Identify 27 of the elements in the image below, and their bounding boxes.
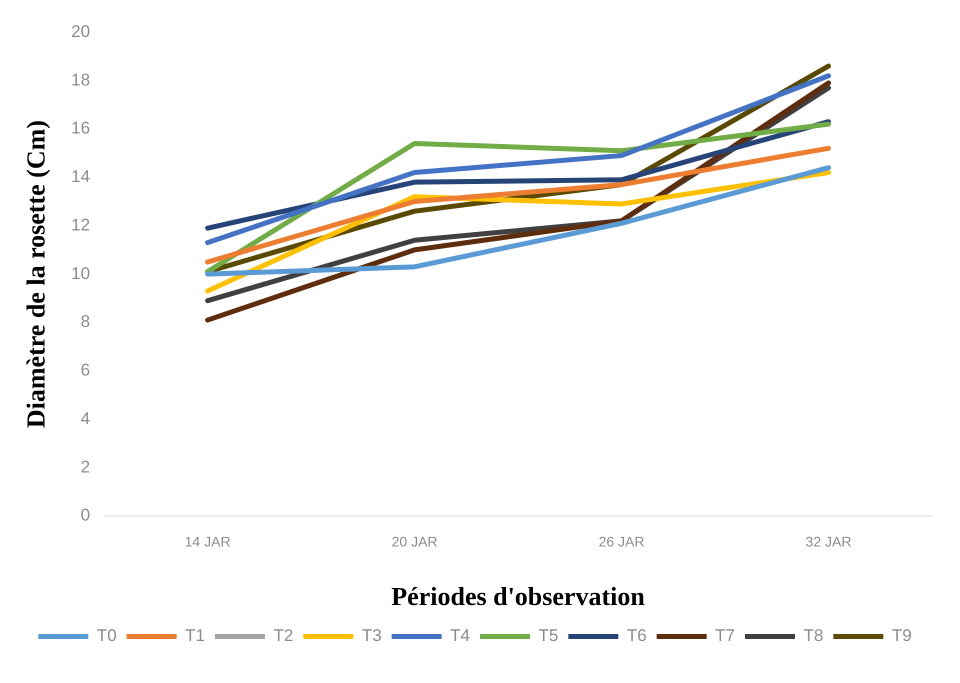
x-tick-label: 32 JAR	[806, 533, 852, 550]
y-tick-label: 14	[71, 167, 90, 186]
x-tick-label: 26 JAR	[598, 533, 644, 550]
x-tick-label: 14 JAR	[184, 533, 231, 550]
x-axis-title: Périodes d'observation	[391, 582, 646, 612]
y-tick-label: 20	[71, 22, 90, 41]
y-tick-label: 4	[80, 408, 90, 428]
y-tick-label: 18	[71, 70, 90, 90]
legend-label: T8	[804, 626, 824, 646]
y-tick-label: 12	[71, 215, 90, 234]
y-tick-label: 0	[80, 506, 90, 525]
x-tick-label: 20 JAR	[392, 533, 438, 550]
legend-label: T9	[892, 626, 912, 646]
y-tick-label: 6	[80, 360, 90, 380]
legend-label: T7	[715, 626, 736, 646]
legend-label: T6	[626, 626, 647, 646]
legend-label: T4	[450, 626, 470, 646]
legend-label: T1	[185, 626, 205, 646]
legend-label: T2	[273, 626, 294, 646]
legend-label: T3	[362, 626, 382, 646]
y-tick-label: 16	[71, 118, 90, 138]
y-tick-label: 8	[80, 312, 90, 332]
legend-label: T5	[538, 626, 558, 646]
y-axis-title: Diamètre de la rosette (Cm)	[21, 120, 50, 428]
legend-label: T0	[96, 626, 117, 646]
y-tick-label: 2	[80, 457, 90, 476]
y-tick-label: 10	[71, 264, 90, 283]
